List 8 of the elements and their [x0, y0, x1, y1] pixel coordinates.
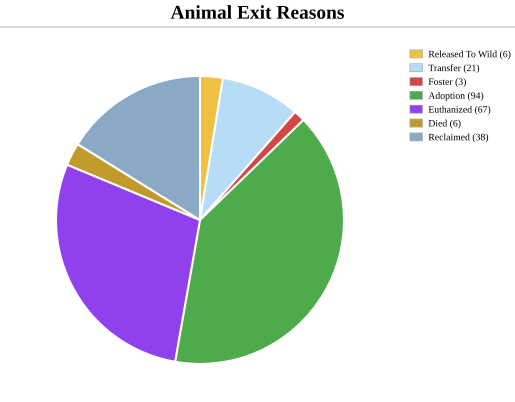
legend-label: Euthanized (67) — [428, 106, 490, 115]
legend-label: Released To Wild (6) — [428, 50, 510, 60]
legend-label: Adoption (94) — [428, 92, 484, 101]
legend-label: Transfer (21) — [428, 64, 480, 74]
legend-label: Foster (3) — [428, 78, 466, 87]
chart-title: Animal Exit Reasons — [170, 5, 344, 19]
legend-label: Died (6) — [428, 120, 461, 128]
legend-label: Reclaimed (38) — [428, 134, 488, 142]
